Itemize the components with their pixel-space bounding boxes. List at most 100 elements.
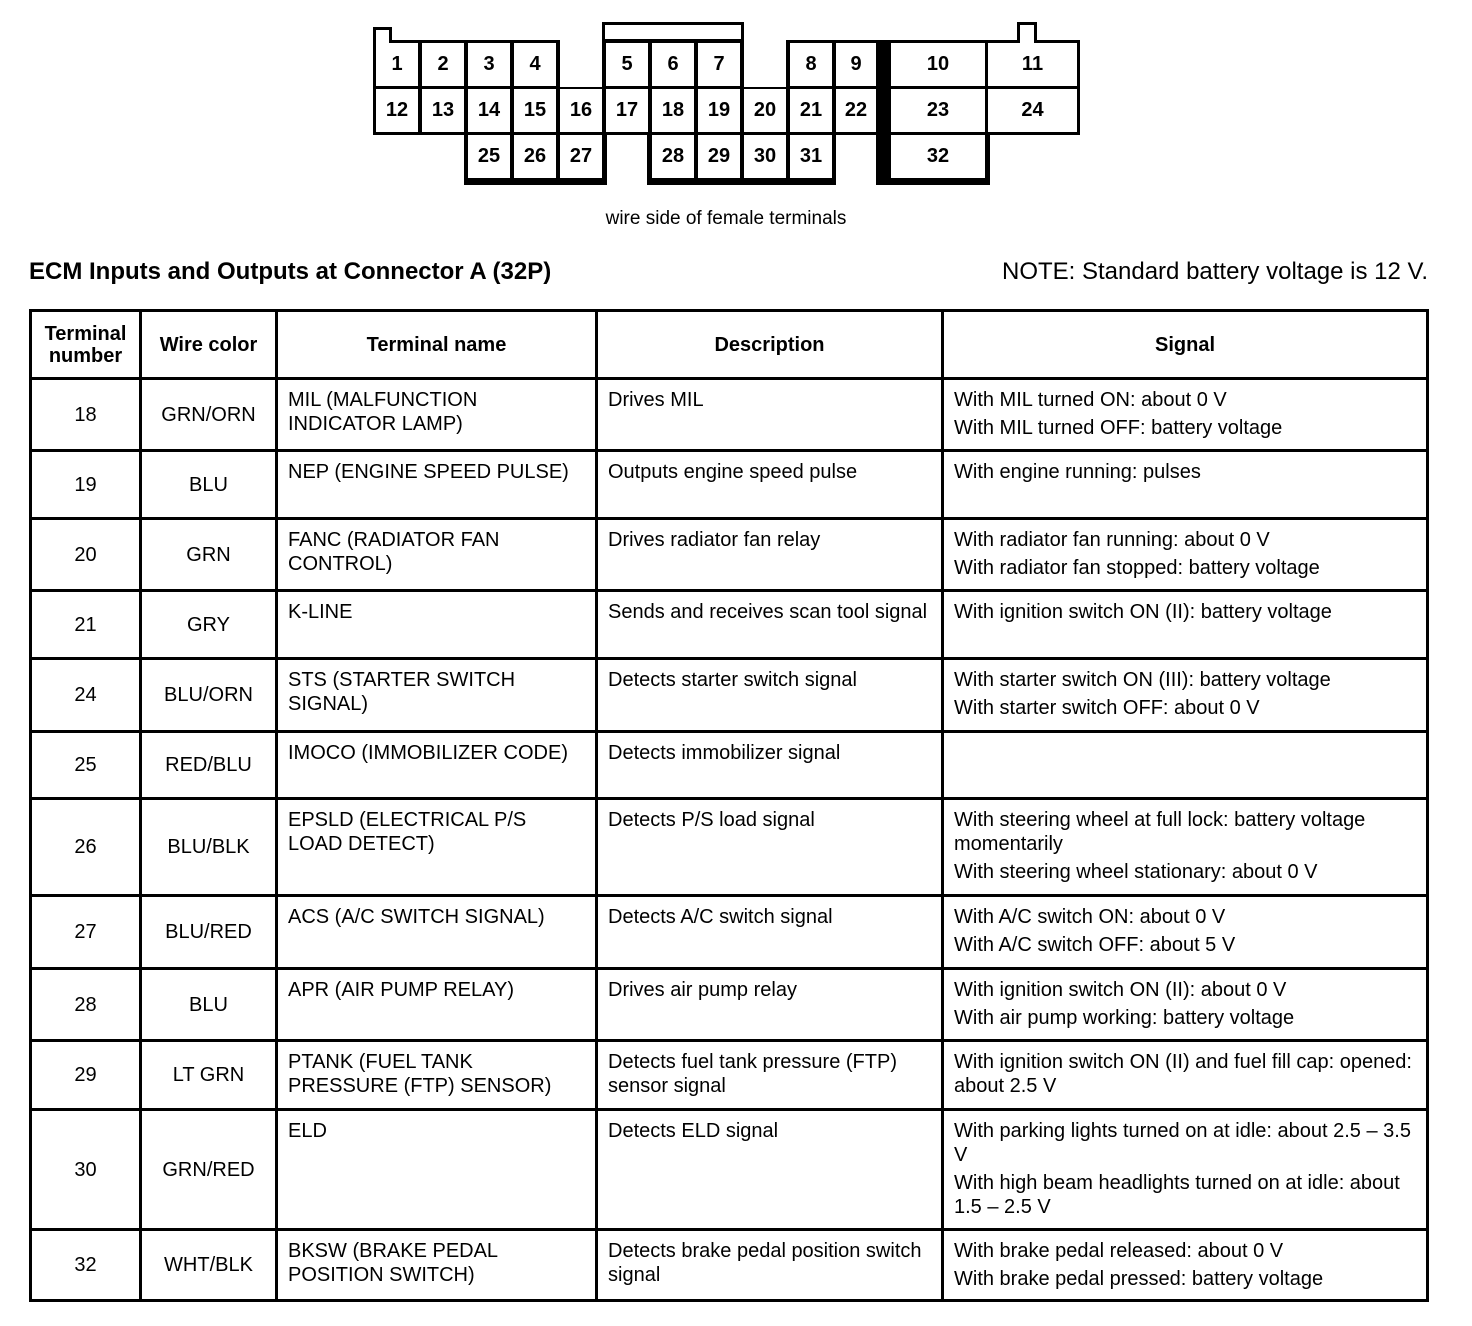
signal-line: With starter switch ON (III): battery vo… <box>954 669 1331 691</box>
table-row: 24 BLU/ORN STS (STARTER SWITCH SIGNAL) Dete… <box>29 657 1429 733</box>
terminal-number: 32 <box>29 1228 142 1302</box>
wire-color: BLU/RED <box>139 894 278 970</box>
signal-line: With brake pedal pressed: battery voltag… <box>954 1268 1324 1290</box>
terminal-number: 18 <box>29 377 142 452</box>
wire-color: GRN/RED <box>139 1108 278 1231</box>
wire-color: GRN <box>139 517 278 592</box>
signal-line: With brake pedal released: about 0 V <box>954 1240 1284 1262</box>
table-header-row: Terminal number Wire color Terminal name… <box>29 309 1429 380</box>
wire-color: BLU/ORN <box>139 657 278 733</box>
terminal-number: 26 <box>29 797 142 897</box>
wire-color: LT GRN <box>139 1039 278 1111</box>
wire-color: BLU/BLK <box>139 797 278 897</box>
terminal-name: FANC (RADIATOR FAN CONTROL) <box>275 517 598 592</box>
terminal-name: ACS (A/C SWITCH SIGNAL) <box>275 894 598 970</box>
terminal-cell: 7 <box>698 43 740 86</box>
terminal-name: STS (STARTER SWITCH SIGNAL) <box>275 657 598 733</box>
signal: With steering wheel at full lock: batter… <box>941 797 1429 897</box>
table-row: 21 GRY K-LINE Sends and receives scan tool … <box>29 589 1429 660</box>
terminal-cell: 26 <box>514 135 556 178</box>
terminal-name: MIL (MALFUNCTION INDICATOR LAMP) <box>275 377 598 452</box>
terminal-cell: 18 <box>652 89 694 132</box>
header-description: Description <box>595 309 944 380</box>
terminal-name: APR (AIR PUMP RELAY) <box>275 967 598 1042</box>
terminal-cell: 30 <box>744 135 786 178</box>
terminal-number: 28 <box>29 967 142 1042</box>
wire-color: BLU <box>139 449 278 520</box>
terminal-number: 27 <box>29 894 142 970</box>
table-row: 27 BLU/RED ACS (A/C SWITCH SIGNAL) Detects … <box>29 894 1429 970</box>
signal-line: With steering wheel at full lock: batter… <box>954 809 1366 855</box>
terminal-cell: 5 <box>606 43 648 86</box>
table-row: 26 BLU/BLK EPSLD (ELECTRICAL P/S LOAD DETE… <box>29 797 1429 897</box>
wire-color: RED/BLU <box>139 730 278 800</box>
wire-color: GRN/ORN <box>139 377 278 452</box>
signal: With MIL turned ON: about 0 V With MIL tu… <box>941 377 1429 452</box>
description: Detects starter switch signal <box>595 657 944 733</box>
description: Detects immobilizer signal <box>595 730 944 800</box>
terminal-cell: 14 <box>468 89 510 132</box>
terminal-name: BKSW (BRAKE PEDAL POSITION SWITCH) <box>275 1228 598 1302</box>
terminal-cell: 16 <box>560 89 602 132</box>
terminal-cell: 6 <box>652 43 694 86</box>
signal: With engine running: pulses <box>941 449 1429 520</box>
description: Detects A/C switch signal <box>595 894 944 970</box>
signal: With ignition switch ON (II): about 0 V W… <box>941 967 1429 1042</box>
wire-color: GRY <box>139 589 278 660</box>
terminal-cell: 20 <box>744 89 786 132</box>
terminal-cell: 2 <box>422 43 464 86</box>
header-signal: Signal <box>941 309 1429 380</box>
header-terminal-name: Terminal name <box>275 309 598 380</box>
signal: With ignition switch ON (II): battery vo… <box>941 589 1429 660</box>
terminal-cell: 17 <box>606 89 648 132</box>
connector-tab <box>376 30 389 44</box>
terminal-number: 21 <box>29 589 142 660</box>
terminal-cell: 28 <box>652 135 694 178</box>
terminal-cell: 21 <box>790 89 832 132</box>
description: Drives radiator fan relay <box>595 517 944 592</box>
description: Detects brake pedal position switch sign… <box>595 1228 944 1302</box>
connector-tab <box>1020 25 1034 45</box>
signal-line: With parking lights turned on at idle: a… <box>954 1120 1411 1166</box>
terminal-cell: 29 <box>698 135 740 178</box>
signal <box>941 730 1429 800</box>
signal-line: With ignition switch ON (II) and fuel fi… <box>954 1051 1412 1097</box>
terminal-cell: 15 <box>514 89 556 132</box>
table-row: 29 LT GRN PTANK (FUEL TANK PRESSURE (FTP) … <box>29 1039 1429 1111</box>
signal-line: With starter switch OFF: about 0 V <box>954 697 1260 719</box>
terminal-cell: 32 <box>891 135 985 178</box>
terminal-cell: 9 <box>836 43 876 86</box>
terminal-number: 24 <box>29 657 142 733</box>
signal-line: With ignition switch ON (II): battery vo… <box>954 601 1332 623</box>
terminal-cell: 1 <box>376 43 418 86</box>
signal-line: With radiator fan running: about 0 V <box>954 529 1270 551</box>
terminal-cell: 8 <box>790 43 832 86</box>
terminal-name: IMOCO (IMMOBILIZER CODE) <box>275 730 598 800</box>
signal: With parking lights turned on at idle: a… <box>941 1108 1429 1231</box>
terminal-cell: 27 <box>560 135 602 178</box>
signal: With starter switch ON (III): battery vo… <box>941 657 1429 733</box>
terminal-number: 20 <box>29 517 142 592</box>
signal-line: With ignition switch ON (II): about 0 V <box>954 979 1287 1001</box>
signal-line: With engine running: pulses <box>954 461 1201 483</box>
terminal-name: NEP (ENGINE SPEED PULSE) <box>275 449 598 520</box>
terminal-cell: 23 <box>891 89 985 132</box>
description: Outputs engine speed pulse <box>595 449 944 520</box>
table-row: 18 GRN/ORN MIL (MALFUNCTION INDICATOR LAMP… <box>29 377 1429 452</box>
table-row: 19 BLU NEP (ENGINE SPEED PULSE) Outputs eng… <box>29 449 1429 520</box>
terminal-cell: 12 <box>376 89 418 132</box>
terminal-cell: 24 <box>988 89 1077 132</box>
terminal-cell: 10 <box>891 43 985 86</box>
connector-caption: wire side of female terminals <box>605 208 847 229</box>
description: Drives air pump relay <box>595 967 944 1042</box>
description: Sends and receives scan tool signal <box>595 589 944 660</box>
header-wire-color: Wire color <box>139 309 278 380</box>
description: Detects ELD signal <box>595 1108 944 1231</box>
wire-color: WHT/BLK <box>139 1228 278 1302</box>
signal-line: With high beam headlights turned on at i… <box>954 1172 1400 1218</box>
signal-line: With A/C switch ON: about 0 V <box>954 906 1226 928</box>
signal: With radiator fan running: about 0 V With… <box>941 517 1429 592</box>
terminal-name: EPSLD (ELECTRICAL P/S LOAD DETECT) <box>275 797 598 897</box>
terminal-cell: 31 <box>790 135 832 178</box>
table-row: 28 BLU APR (AIR PUMP RELAY) Drives air pump… <box>29 967 1429 1042</box>
